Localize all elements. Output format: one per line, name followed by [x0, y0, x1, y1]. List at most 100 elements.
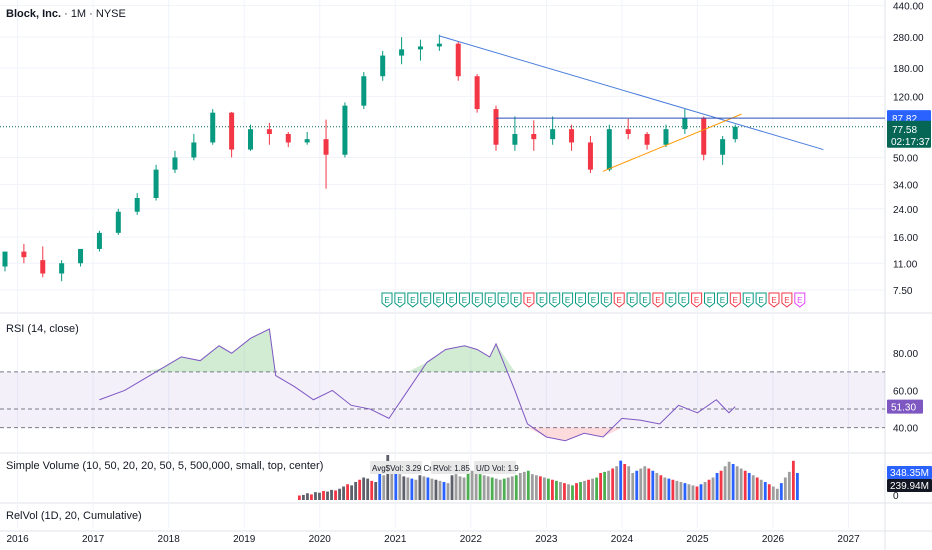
earnings-shape — [549, 292, 561, 308]
volume-bar — [671, 479, 675, 500]
volume-bar — [603, 471, 607, 500]
earnings-marker: E — [755, 292, 767, 308]
time-axis-label: 2016 — [6, 534, 29, 545]
volume-bar — [711, 477, 715, 500]
volume-zero-label: 0 — [893, 491, 899, 502]
volume-bar — [298, 495, 301, 500]
volume-bar — [538, 476, 542, 500]
volume-high-badge — [887, 466, 932, 479]
relvol-label[interactable]: RelVol (1D, 20, Cumulative) — [6, 510, 142, 522]
candle-body — [229, 112, 235, 150]
candle-body — [682, 117, 688, 130]
earnings-letter: E — [797, 296, 802, 305]
volume-bar — [470, 470, 474, 500]
candle-body — [399, 49, 405, 56]
earnings-marker: E — [562, 292, 574, 308]
volume-bar — [322, 491, 325, 500]
volume-bar — [394, 471, 398, 500]
rsi-label[interactable]: RSI (14, close) — [6, 323, 79, 335]
earnings-letter: E — [784, 296, 789, 305]
candle-body — [569, 129, 575, 143]
earnings-letter: E — [384, 296, 389, 305]
volume-bar — [587, 479, 590, 500]
volume-bar — [679, 482, 683, 500]
volume-bar — [683, 483, 687, 500]
volume-bar — [482, 475, 486, 500]
earnings-letter: E — [410, 296, 415, 305]
time-axis-label: 2018 — [158, 534, 181, 545]
price-tick-label: 16.00 — [893, 233, 918, 244]
rsi-value-text: 51.30 — [891, 403, 916, 414]
earnings-letter: E — [500, 296, 505, 305]
earnings-shape — [458, 292, 470, 308]
volume-bar — [559, 482, 562, 500]
earnings-marker: E — [652, 292, 664, 308]
candle-body — [210, 112, 216, 143]
volume-bar — [611, 468, 615, 500]
candle-body — [644, 133, 650, 145]
symbol-title[interactable]: Block, Inc. · 1M · NYSE — [6, 8, 126, 20]
volume-bar — [458, 476, 462, 500]
candle-body — [436, 43, 442, 47]
volume-bar — [502, 478, 506, 500]
earnings-marker: E — [394, 292, 406, 308]
price-tick-label: 50.00 — [893, 153, 918, 164]
volume-bar — [310, 494, 313, 500]
earnings-shape — [600, 292, 612, 308]
volume-bar — [454, 474, 458, 500]
earnings-marker: E — [613, 292, 625, 308]
volume-bar — [486, 476, 490, 500]
earnings-shape — [652, 292, 664, 308]
candle-body — [153, 169, 159, 198]
earnings-marker: E — [794, 292, 806, 308]
earnings-letter: E — [604, 296, 609, 305]
volume-bar — [759, 479, 763, 500]
candle-body — [550, 129, 556, 140]
candle-body — [285, 133, 291, 143]
candle-body — [59, 263, 65, 274]
volume-info-bg — [431, 461, 469, 474]
volume-bar — [795, 473, 799, 500]
earnings-marker: E — [600, 292, 612, 308]
volume-bar — [306, 493, 309, 500]
volume-low-text: 239.94M — [890, 481, 929, 492]
candle-body — [606, 129, 612, 170]
volume-bar — [338, 488, 341, 500]
volume-bar — [434, 479, 438, 500]
volume-bar — [334, 490, 337, 500]
earnings-shape — [742, 292, 754, 308]
volume-bar — [771, 486, 775, 500]
earnings-marker: E — [523, 292, 535, 308]
volume-bar — [498, 479, 502, 500]
earnings-shape — [484, 292, 496, 308]
time-axis-label: 2017 — [82, 534, 105, 545]
interval-label: 1M — [70, 8, 87, 20]
volume-bar — [571, 485, 574, 500]
exchange-label: NYSE — [95, 8, 126, 20]
earnings-marker: E — [587, 292, 599, 308]
level-badge-text: 87.82 — [892, 114, 917, 125]
volume-bar — [326, 491, 329, 500]
earnings-marker: E — [510, 292, 522, 308]
symbol-sep-2: · — [86, 8, 96, 20]
candle-body — [493, 109, 499, 145]
volume-bar — [546, 478, 550, 500]
earnings-letter: E — [488, 296, 493, 305]
volume-bar — [755, 477, 759, 500]
rsi-tick-label: 60.00 — [893, 386, 918, 397]
volume-bar — [374, 482, 378, 500]
rsi-band — [0, 371, 885, 428]
volume-info-bg — [474, 461, 516, 474]
volume-bar — [751, 475, 755, 500]
earnings-marker: E — [549, 292, 561, 308]
price-tick-label: 120.00 — [893, 92, 924, 103]
earnings-shape — [407, 292, 419, 308]
earnings-shape — [433, 292, 445, 308]
volume-bar — [390, 470, 394, 500]
volume-bar — [414, 479, 418, 500]
volume-bar — [735, 466, 739, 500]
volume-label[interactable]: Simple Volume (10, 50, 20, 20, 50, 5, 50… — [6, 460, 324, 472]
earnings-letter: E — [655, 296, 660, 305]
